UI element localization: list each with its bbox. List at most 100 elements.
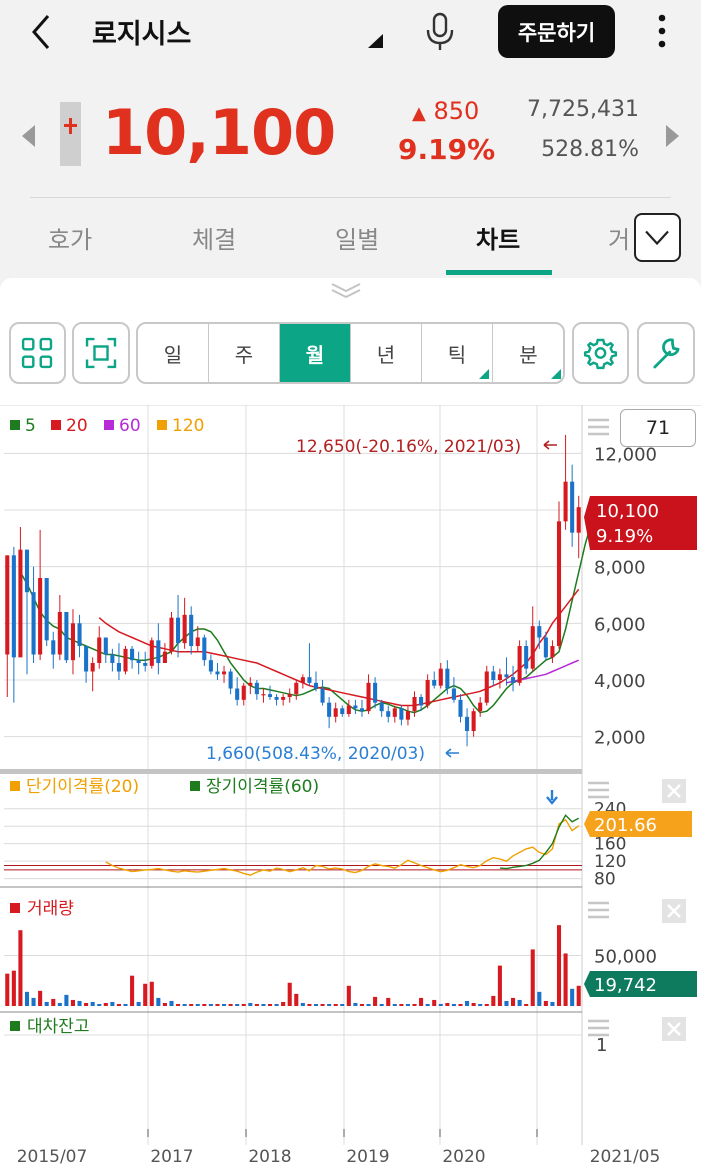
volume-bar-up	[202, 1003, 207, 1006]
candle-down	[202, 637, 207, 661]
candle-down	[84, 646, 89, 672]
stock-name[interactable]: 로지시스	[92, 19, 192, 50]
disparity-close-icon	[667, 784, 681, 798]
volume-close-icon	[667, 904, 681, 918]
volume-bar-down	[182, 1003, 187, 1006]
period-minute[interactable]: 분	[493, 324, 563, 382]
volume-bar-up	[563, 953, 568, 1006]
ma-legend-label: 60	[119, 416, 141, 436]
volume-bar-up	[346, 985, 351, 1006]
volume-bar-down	[97, 1003, 102, 1006]
candle-down	[156, 640, 161, 663]
fullscreen-icon[interactable]	[72, 322, 130, 384]
tab-chart[interactable]: 차트	[476, 226, 521, 254]
candle-down	[353, 705, 358, 709]
settings-gear-icon[interactable]	[572, 322, 629, 384]
candle-down	[267, 694, 273, 697]
period-tick[interactable]: 틱	[422, 324, 493, 382]
candle-down	[386, 711, 391, 717]
volume-bar-up	[445, 1002, 450, 1006]
chart-area[interactable]: 12,00010,0008,0006,0004,0002,00052060120…	[0, 405, 701, 1173]
period-minute-label: 분	[519, 342, 538, 367]
next-stock-arrow-icon[interactable]	[666, 125, 679, 147]
candle-down	[31, 592, 36, 655]
volume-bar-up	[484, 1003, 489, 1006]
microphone-icon[interactable]	[424, 12, 456, 52]
previous-stock-arrow-icon[interactable]	[22, 125, 35, 147]
high-price-annotation: 12,650(-20.16%, 2021/03)	[296, 437, 521, 457]
ma-legend-swatch	[104, 420, 114, 430]
volume-bar-up	[576, 985, 581, 1006]
candle-count-input[interactable]: 71	[620, 409, 696, 447]
volume-bar-up	[524, 1003, 529, 1006]
volume-bar-up	[419, 997, 424, 1006]
disparity-legend-swatch	[10, 781, 20, 791]
period-year-label: 년	[376, 342, 396, 367]
period-day[interactable]: 일	[138, 324, 209, 382]
volume-bar-down	[550, 1001, 555, 1006]
period-week[interactable]: 주	[209, 324, 280, 382]
candle-down	[64, 612, 69, 661]
tab-orderbook[interactable]: 호가	[48, 226, 93, 254]
candle-up	[471, 711, 476, 731]
candle-up	[576, 507, 581, 533]
candle-up	[5, 555, 10, 655]
price-y-tick-label: 8,000	[594, 558, 646, 579]
low-price-annotation: 1,660(508.43%, 2020/03)	[206, 744, 425, 764]
candle-down	[254, 682, 259, 695]
tab-expand-chevron-icon[interactable]	[634, 213, 681, 262]
candle-down	[11, 555, 16, 658]
volume-bar-up	[18, 930, 23, 1006]
period-month[interactable]: 월	[280, 324, 351, 382]
low-arrow-icon	[445, 748, 459, 758]
layout-grid-icon[interactable]	[9, 322, 66, 384]
candle-down	[130, 648, 135, 661]
stock-dropdown-icon[interactable]	[368, 34, 383, 48]
disparity-legend-swatch	[190, 781, 200, 791]
volume-bar-down	[274, 1003, 279, 1006]
last-price-tag	[584, 496, 697, 550]
wrench-tools-icon[interactable]	[637, 322, 695, 384]
volume-bar-up	[530, 949, 535, 1006]
volume-bar-up	[254, 1003, 259, 1006]
back-arrow-icon[interactable]	[22, 12, 62, 52]
volume-bar-down	[504, 1000, 509, 1006]
volume-bar-up	[491, 995, 496, 1006]
candle-down	[327, 702, 332, 717]
divider	[30, 197, 671, 198]
volume-bar-down	[235, 1003, 240, 1006]
period-year[interactable]: 년	[351, 324, 422, 382]
candle-up	[195, 637, 200, 646]
volume-bar-up	[130, 975, 135, 1006]
candle-down	[44, 578, 49, 641]
candle-up	[261, 694, 266, 696]
volume-bar-down	[366, 1003, 371, 1006]
ma-legend-label: 5	[25, 416, 36, 436]
candle-down	[235, 688, 240, 700]
volume-bar-up	[432, 999, 437, 1006]
volume-bar-up	[373, 996, 378, 1006]
volume-bar-down	[425, 1003, 430, 1006]
volume-bar-up	[5, 973, 10, 1006]
tab-more[interactable]: 거	[608, 226, 631, 254]
volume-bar-down	[465, 1000, 470, 1006]
volume-bar-down	[313, 1003, 319, 1006]
tab-trades[interactable]: 체결	[192, 226, 237, 254]
candle-up	[149, 640, 154, 666]
volume-bar-down	[300, 1002, 305, 1006]
disparity-last-tag-value: 201.66	[594, 815, 657, 836]
tab-daily[interactable]: 일별	[335, 226, 380, 254]
collapse-chevron-icon[interactable]	[330, 281, 362, 299]
more-options-icon[interactable]	[652, 12, 672, 52]
volume-bar-up	[267, 1003, 273, 1006]
x-axis-label: 2019	[346, 1147, 389, 1167]
candle-up	[484, 671, 489, 703]
candle-up	[90, 663, 95, 672]
volume-bar-down	[537, 991, 542, 1006]
volume-bar-down	[24, 991, 30, 1006]
order-button[interactable]: 주문하기	[498, 5, 615, 58]
candle-up	[556, 521, 562, 646]
volume-bar-up	[84, 1002, 89, 1006]
volume-bar-up	[556, 925, 562, 1006]
